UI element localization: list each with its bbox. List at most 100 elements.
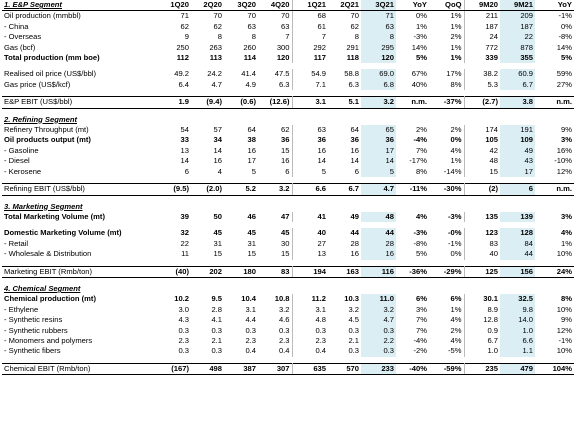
cell: 3.0 [178, 304, 189, 314]
cell: 48 [361, 211, 396, 223]
cell: -2% [413, 346, 427, 356]
cell: 41 [317, 211, 326, 221]
cell: 113 [209, 53, 222, 63]
row-label: Refinery Throughput (mt) [4, 125, 89, 135]
cell: 8 [251, 32, 256, 42]
cell: 62 [180, 21, 189, 31]
cell: 8 [361, 32, 396, 43]
cell: 48 [489, 156, 498, 166]
cell: (167) [159, 362, 191, 376]
cell: 17 [361, 145, 396, 157]
cell: 6.7 [500, 79, 535, 91]
cell: 67% [411, 69, 427, 79]
cell: 235 [464, 362, 500, 376]
cell: 112 [176, 53, 189, 63]
cell: -1% [558, 335, 572, 345]
cell: 2Q20 [191, 0, 224, 12]
cell: 0.4 [245, 346, 256, 356]
cell: 6.7 [487, 335, 498, 345]
cell: 42 [489, 145, 498, 155]
cell: 2% [416, 125, 427, 135]
cell: 10.3 [344, 294, 359, 304]
cell: 49.2 [174, 69, 189, 79]
cell: 68 [317, 11, 326, 21]
cell: 3.2 [258, 183, 293, 196]
cell: 3.8 [500, 96, 535, 109]
cell: (9.5) [159, 183, 191, 196]
cell: YoY [396, 0, 429, 12]
cell: 211 [485, 11, 498, 21]
row-label: Chemical production (mt) [4, 294, 96, 304]
cell: 40 [317, 228, 326, 238]
cell: 63 [361, 21, 396, 33]
table-row: - Ethylene 3.0 2.8 3.1 3.2 3.1 3.2 3.2 3% 1% 8.9 9.… [2, 304, 574, 316]
cell: (9.4) [191, 96, 224, 109]
cell: 8.9 [487, 304, 498, 314]
cell: 8 [217, 32, 222, 42]
cell: 7.1 [315, 79, 326, 89]
cell: 83 [258, 265, 293, 278]
cell: 40% [411, 79, 427, 89]
cell: 0.4 [315, 346, 326, 356]
cell: 114 [243, 53, 256, 63]
cell: 16 [350, 249, 359, 259]
cell: 5.1 [328, 96, 361, 109]
cell: 263 [209, 42, 222, 52]
cell: 260 [243, 42, 256, 52]
cell: 34 [213, 135, 222, 145]
cell: -1% [558, 11, 572, 21]
cell: 4% [429, 315, 465, 326]
table-row: - China 62 62 63 63 61 62 63 1% 1% 187 187 0% [2, 21, 574, 33]
cell: 300 [258, 42, 293, 54]
cell: 1% [429, 21, 465, 33]
cell: 209 [500, 10, 535, 22]
cell: 5 [361, 166, 396, 178]
row-label: Chemical EBIT (Rmb/ton) [2, 362, 159, 376]
cell: 4.6 [258, 315, 293, 326]
cell: 2.3 [315, 335, 326, 345]
cell: 2.3 [178, 335, 189, 345]
cell: -8% [558, 32, 572, 42]
cell: 498 [191, 362, 224, 376]
cell: 6.4 [178, 79, 189, 89]
cell: 0.3 [211, 346, 222, 356]
cell: 10.4 [241, 294, 256, 304]
cell: 5 [251, 166, 256, 176]
cell: 4% [429, 335, 465, 347]
cell: 187 [485, 21, 498, 31]
cell: 7% [416, 325, 427, 335]
cell: 1% [416, 21, 427, 31]
cell: 47.5 [258, 69, 293, 80]
cell: 58.8 [344, 69, 359, 79]
cell: 4.1 [211, 315, 222, 325]
cell: 47 [258, 211, 293, 223]
row-label: Domestic Marketing Volume (mt) [4, 228, 122, 238]
cell: -59% [429, 362, 465, 376]
cell: 22 [500, 32, 535, 43]
cell: 57 [213, 125, 222, 135]
cell: 4% [429, 145, 465, 157]
cell: 0.9 [487, 325, 498, 335]
cell: 15 [489, 166, 498, 176]
cell: 8 [354, 32, 359, 42]
cell: -11% [396, 183, 429, 196]
cell: n.m. [535, 183, 574, 196]
cell: 479 [500, 362, 535, 376]
cell: 30.1 [483, 294, 498, 304]
cell: 0% [429, 135, 465, 146]
cell: 16 [317, 145, 326, 155]
cell: 14 [361, 156, 396, 167]
cell: 71 [180, 11, 189, 21]
cell: -37% [429, 96, 465, 109]
cell: 6 [184, 166, 189, 176]
cell: 0.3 [245, 325, 256, 335]
cell: 33 [180, 135, 189, 145]
cell: -1% [429, 238, 465, 250]
cell: 31 [247, 238, 256, 248]
cell: 135 [485, 211, 498, 221]
cell: 3.2 [258, 304, 293, 316]
cell: 0.3 [361, 346, 396, 357]
cell: 16 [258, 156, 293, 167]
cell: 84 [500, 238, 535, 250]
